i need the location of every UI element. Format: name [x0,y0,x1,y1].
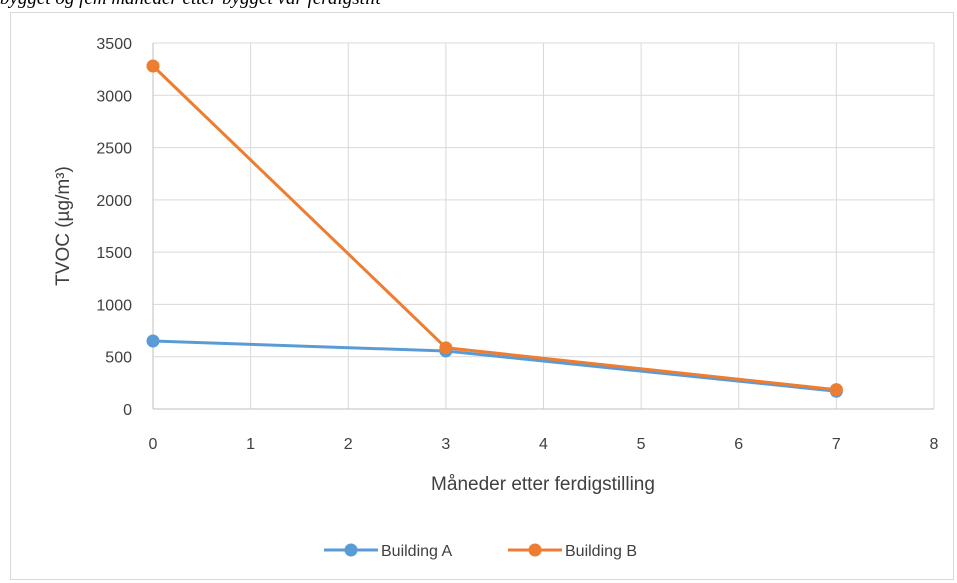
y-tick-label: 1500 [96,245,132,262]
x-tick-label: 6 [734,436,743,453]
y-tick-label: 2500 [96,141,132,158]
series-line-2 [151,64,838,392]
y-tick-label: 3500 [96,36,132,53]
series-line-1 [151,339,838,393]
x-tick-label: 7 [832,436,841,453]
legend-label: Building B [565,543,637,560]
series [146,59,843,398]
data-point [146,59,160,73]
y-tick-label: 0 [123,402,132,419]
y-tick-label: 2000 [96,193,132,210]
y-tick-label: 500 [105,350,132,367]
figure-caption: bygget og fem måneder etter bygget var f… [0,0,381,10]
x-tick-label: 1 [246,436,255,453]
gridlines [153,42,935,409]
data-point [829,383,843,397]
legend-label: Building A [381,543,452,560]
x-tick-label: 3 [441,436,450,453]
y-tick-label: 1000 [96,297,132,314]
tick-labels: 0 500 1000 1500 2000 2500 3000 3500 0 1 2 3 4 5 6 7 8 [96,36,938,453]
axes [152,43,934,410]
chart-area [10,12,954,580]
legend: Building A Building B [324,543,637,560]
x-tick-label: 0 [149,436,158,453]
y-tick-label: 3000 [96,88,132,105]
x-tick-label: 5 [637,436,646,453]
y-axis-title: TVOC (µg/m³) [53,166,74,286]
legend-marker [344,543,358,557]
x-tick-label: 8 [930,436,939,453]
x-tick-label: 2 [344,436,353,453]
data-point [439,341,453,355]
x-axis-title: Måneder etter ferdigstilling [431,474,655,495]
legend-marker [528,543,542,557]
x-tick-label: 4 [539,436,548,453]
data-point [146,334,160,348]
